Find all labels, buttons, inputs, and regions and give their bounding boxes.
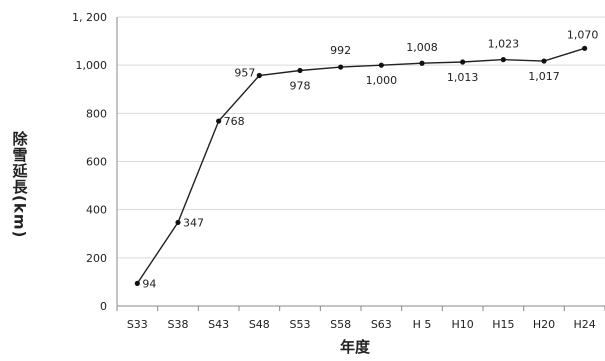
data-point bbox=[338, 64, 344, 70]
x-tick-label: S58 bbox=[330, 318, 351, 331]
data-point bbox=[419, 60, 425, 66]
data-point bbox=[134, 280, 140, 286]
y-axis-title-text: 除雪延長(km) bbox=[10, 131, 29, 239]
x-tick-label: S63 bbox=[371, 318, 392, 331]
axes: 0 200 400 600 800 1,000 1, 200 S33 S38 S43 S48 S53 S… bbox=[72, 11, 605, 331]
y-tick-label: 800 bbox=[86, 107, 107, 120]
data-label: 347 bbox=[183, 216, 204, 229]
data-label: 1,023 bbox=[488, 38, 520, 51]
data-label: 957 bbox=[234, 67, 255, 80]
x-tick-label: H24 bbox=[574, 318, 596, 331]
data-point bbox=[256, 72, 262, 79]
data-label: 992 bbox=[330, 44, 351, 57]
x-axis-title: 年度 bbox=[340, 338, 371, 356]
data-label: 1,000 bbox=[366, 74, 398, 87]
x-tick-label: S53 bbox=[290, 318, 311, 331]
y-tick-label: 200 bbox=[86, 252, 107, 265]
series-line bbox=[136, 47, 585, 284]
data-label: 978 bbox=[290, 79, 311, 92]
x-tick-label: S38 bbox=[168, 318, 189, 331]
data-labels: 94 347 768 957 978 992 1,000 1,008 1,013 1,023 1,0… bbox=[142, 28, 598, 290]
data-point bbox=[541, 58, 547, 64]
data-point bbox=[582, 45, 588, 51]
x-tick-label: S43 bbox=[208, 318, 229, 331]
data-label: 94 bbox=[142, 277, 156, 290]
y-axis-title: 除雪延長(km) bbox=[6, 60, 34, 310]
x-tick-label: S48 bbox=[249, 318, 270, 331]
y-tick-label: 1, 200 bbox=[72, 11, 107, 24]
y-tick-label: 1,000 bbox=[76, 59, 108, 72]
x-tick-label: H 5 bbox=[413, 318, 432, 331]
x-tick-label: H15 bbox=[492, 318, 514, 331]
data-point bbox=[500, 57, 506, 63]
x-tick-label: S33 bbox=[127, 318, 148, 331]
y-tick-label: 600 bbox=[86, 156, 107, 169]
data-label: 1,013 bbox=[447, 71, 479, 84]
data-label: 1,017 bbox=[528, 70, 560, 83]
x-tick-label: H10 bbox=[452, 318, 474, 331]
data-point bbox=[378, 62, 384, 68]
grid-lines bbox=[117, 16, 605, 259]
data-label: 1,008 bbox=[406, 41, 438, 54]
y-tick-label: 400 bbox=[86, 204, 107, 217]
data-point bbox=[175, 219, 181, 226]
x-tick-label: H20 bbox=[533, 318, 555, 331]
data-point bbox=[216, 118, 222, 124]
y-tick-label: 0 bbox=[100, 300, 107, 313]
series-layer bbox=[134, 45, 588, 286]
data-point bbox=[460, 59, 466, 65]
data-label: 768 bbox=[224, 115, 245, 128]
data-label: 1,070 bbox=[567, 28, 599, 41]
data-point bbox=[297, 67, 303, 74]
